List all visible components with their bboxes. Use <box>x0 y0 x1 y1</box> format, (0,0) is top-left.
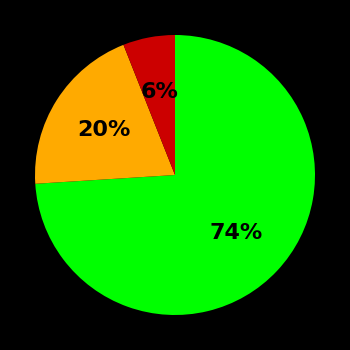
Wedge shape <box>35 35 315 315</box>
Wedge shape <box>124 35 175 175</box>
Text: 20%: 20% <box>77 120 131 140</box>
Text: 6%: 6% <box>140 83 178 103</box>
Wedge shape <box>35 45 175 184</box>
Text: 74%: 74% <box>210 223 263 243</box>
